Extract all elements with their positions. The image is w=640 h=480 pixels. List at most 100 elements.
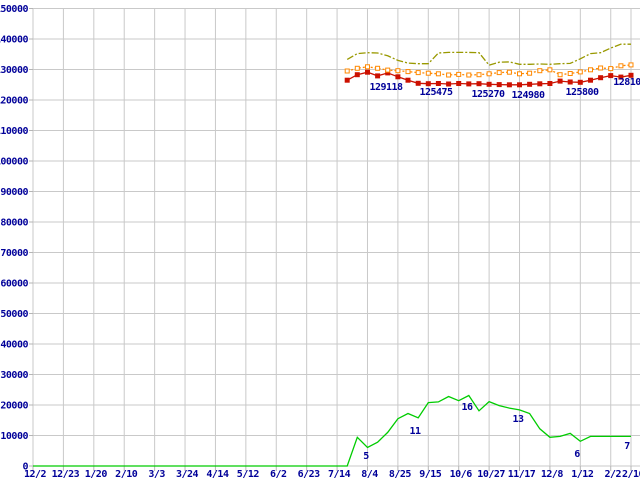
red-line-marker	[486, 81, 492, 87]
orange-line-marker	[567, 71, 573, 76]
orange-line-marker	[598, 65, 604, 71]
red-line-marker	[608, 73, 614, 79]
red-line-marker	[415, 80, 421, 86]
svg-text:3/3: 3/3	[148, 469, 165, 480]
orange-line-marker	[608, 66, 614, 72]
svg-text:8/25: 8/25	[389, 469, 412, 480]
svg-text:30000: 30000	[0, 370, 28, 381]
svg-text:12/2: 12/2	[24, 469, 47, 480]
orange-line-marker	[375, 65, 381, 71]
svg-text:150000: 150000	[0, 4, 28, 15]
orange-line-marker	[588, 67, 593, 73]
grid-lines	[32, 8, 640, 467]
red-line-marker	[375, 73, 381, 79]
svg-text:6/23: 6/23	[298, 469, 321, 480]
svg-text:10/27: 10/27	[477, 469, 505, 480]
svg-text:70000: 70000	[0, 248, 28, 259]
svg-text:80000: 80000	[0, 218, 28, 229]
svg-text:11/17: 11/17	[508, 469, 536, 480]
point-label: 6	[574, 449, 580, 460]
svg-text:20000: 20000	[0, 401, 28, 412]
svg-text:12/23: 12/23	[52, 469, 80, 480]
svg-text:0: 0	[22, 462, 28, 473]
red-line-marker	[598, 75, 604, 81]
series-orange-line	[344, 62, 634, 78]
orange-line-marker	[537, 68, 543, 74]
point-label: 124980	[511, 90, 545, 101]
svg-text:6/2: 6/2	[270, 469, 287, 480]
red-line-marker	[496, 82, 502, 88]
orange-line-marker	[517, 71, 522, 77]
svg-text:10/6: 10/6	[450, 469, 473, 480]
svg-text:2/2: 2/2	[604, 469, 621, 480]
orange-line-marker	[618, 63, 624, 69]
orange-line-marker	[476, 72, 482, 78]
orange-line-marker	[365, 64, 370, 70]
red-line-marker	[435, 81, 441, 86]
red-line-marker	[618, 74, 624, 80]
red-line-marker	[354, 72, 360, 78]
orange-line-marker	[496, 70, 502, 76]
red-line-marker	[557, 78, 563, 84]
orange-line-marker	[435, 71, 441, 77]
svg-text:2/10: 2/10	[115, 469, 138, 480]
svg-text:8/4: 8/4	[361, 469, 378, 480]
orange-line-marker	[577, 69, 583, 75]
red-line-marker	[476, 81, 482, 87]
red-line-marker	[628, 72, 634, 78]
orange-line-marker	[385, 67, 391, 73]
svg-text:140000: 140000	[0, 35, 28, 46]
orange-line-marker	[446, 72, 452, 78]
point-label: 129118	[369, 82, 403, 93]
point-label: 125800	[565, 87, 599, 98]
svg-text:60000: 60000	[0, 279, 28, 290]
point-value-labels: 129118 125475 125270 124980 125800 12810 5 11 16…	[363, 77, 640, 462]
svg-text:3/24: 3/24	[176, 469, 199, 480]
orange-line-marker	[344, 68, 350, 74]
red-line-marker	[567, 79, 573, 85]
orange-line-marker	[405, 69, 411, 75]
red-line-marker	[506, 82, 512, 88]
red-line-marker	[527, 81, 533, 87]
svg-text:1/12: 1/12	[571, 469, 594, 480]
svg-text:1/20: 1/20	[85, 469, 108, 480]
x-axis-labels: 12/2 12/23 1/20 2/10 3/3 3/24 4/14 5/12 6/2 6/23 7…	[24, 469, 640, 480]
red-line-marker	[446, 81, 452, 87]
point-label: 7	[624, 441, 630, 452]
orange-line-marker	[628, 62, 634, 68]
svg-text:90000: 90000	[0, 187, 28, 198]
point-label: 13	[512, 414, 524, 425]
orange-line-marker	[415, 70, 421, 76]
red-line-marker	[405, 77, 411, 83]
svg-text:130000: 130000	[0, 65, 28, 76]
svg-text:2/16: 2/16	[622, 469, 640, 480]
orange-line-marker	[425, 70, 431, 76]
red-line-marker	[577, 79, 583, 85]
series-green-line	[33, 394, 631, 467]
svg-text:10000: 10000	[0, 431, 28, 442]
svg-text:4/14: 4/14	[206, 469, 229, 480]
y-axis-labels: 0 10000 20000 30000 40000 50000 60000 70000 8000…	[0, 4, 29, 473]
red-line-marker	[517, 82, 522, 88]
svg-text:50000: 50000	[0, 309, 28, 320]
red-line-marker	[466, 81, 472, 87]
series-lines	[33, 43, 634, 467]
orange-line-marker	[506, 69, 512, 75]
orange-line-marker	[354, 65, 360, 71]
red-line-marker	[588, 77, 593, 83]
orange-line-marker	[557, 72, 563, 78]
orange-line-marker	[547, 67, 553, 73]
red-line-marker	[547, 81, 553, 86]
orange-line-marker	[395, 68, 401, 74]
axis-ticks	[29, 8, 632, 471]
orange-line-marker	[466, 72, 472, 78]
svg-text:120000: 120000	[0, 96, 28, 107]
red-line-marker	[425, 81, 431, 87]
red-line-marker	[395, 74, 401, 80]
point-label: 125475	[419, 87, 453, 98]
point-label: 11	[409, 426, 421, 437]
orange-line-marker	[486, 71, 492, 77]
svg-text:7/14: 7/14	[328, 469, 351, 480]
